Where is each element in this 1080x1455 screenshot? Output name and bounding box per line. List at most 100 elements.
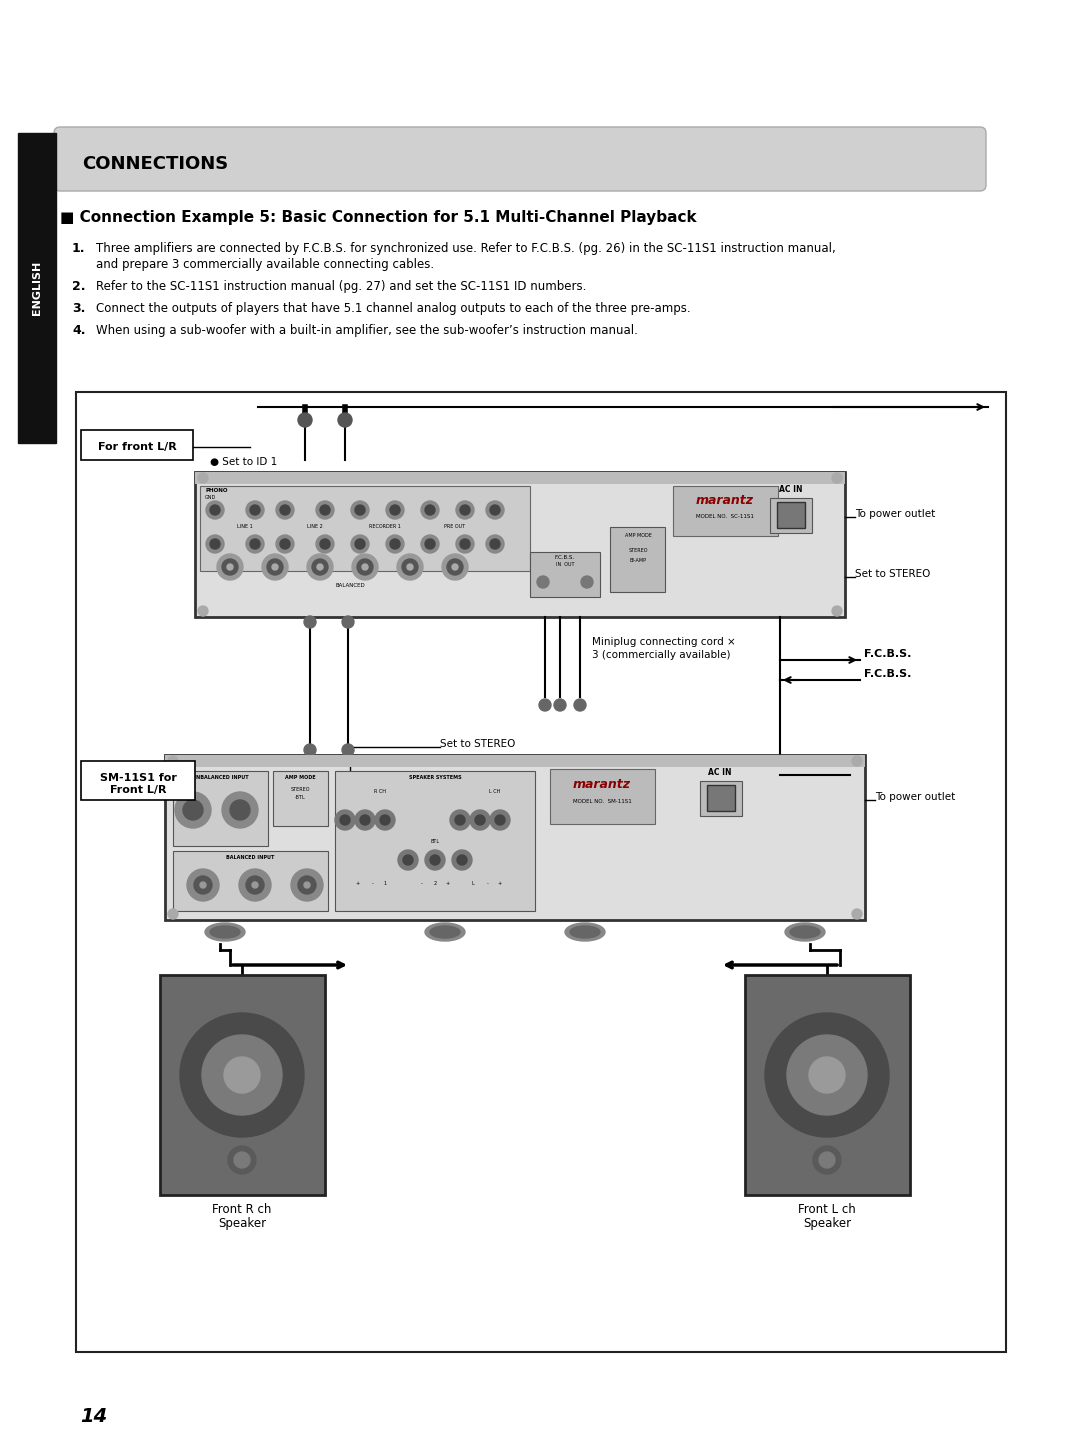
Circle shape xyxy=(267,559,283,575)
Text: +: + xyxy=(356,880,360,886)
Circle shape xyxy=(426,505,435,515)
Circle shape xyxy=(298,413,312,426)
Circle shape xyxy=(276,535,294,553)
Bar xyxy=(777,502,805,528)
Text: L: L xyxy=(472,880,474,886)
Circle shape xyxy=(386,535,404,553)
Circle shape xyxy=(407,565,413,570)
Circle shape xyxy=(342,615,354,629)
Text: Front R ch: Front R ch xyxy=(213,1203,272,1216)
Circle shape xyxy=(320,505,330,515)
Text: 3.: 3. xyxy=(72,303,85,314)
Circle shape xyxy=(390,538,400,549)
Bar xyxy=(173,771,268,845)
Circle shape xyxy=(495,815,505,825)
Text: SM-11S1 for: SM-11S1 for xyxy=(99,773,176,783)
Circle shape xyxy=(490,505,500,515)
Ellipse shape xyxy=(785,922,825,941)
Text: AC IN: AC IN xyxy=(708,768,732,777)
Circle shape xyxy=(227,565,233,570)
Circle shape xyxy=(316,501,334,519)
Circle shape xyxy=(852,757,862,765)
Circle shape xyxy=(490,538,500,549)
Circle shape xyxy=(198,473,208,483)
Circle shape xyxy=(180,1013,303,1136)
Circle shape xyxy=(450,810,470,829)
Text: GND: GND xyxy=(205,495,216,501)
Circle shape xyxy=(357,559,373,575)
Text: -: - xyxy=(421,880,423,886)
Circle shape xyxy=(228,1147,256,1174)
Text: 3 (commercially available): 3 (commercially available) xyxy=(592,650,730,661)
Ellipse shape xyxy=(430,925,460,938)
Circle shape xyxy=(375,810,395,829)
Text: BALANCED INPUT: BALANCED INPUT xyxy=(226,856,274,860)
Text: AMP MODE: AMP MODE xyxy=(285,776,315,780)
Circle shape xyxy=(852,909,862,920)
Circle shape xyxy=(351,501,369,519)
Circle shape xyxy=(340,815,350,825)
Text: ● Set to ID 1: ● Set to ID 1 xyxy=(210,457,278,467)
Circle shape xyxy=(456,535,474,553)
Bar xyxy=(173,851,328,911)
Ellipse shape xyxy=(205,922,245,941)
Circle shape xyxy=(210,538,220,549)
Circle shape xyxy=(280,505,291,515)
Bar xyxy=(200,486,530,570)
Text: STEREO: STEREO xyxy=(291,787,310,792)
Circle shape xyxy=(421,535,438,553)
Text: F.C.B.S.: F.C.B.S. xyxy=(555,554,575,560)
Text: +: + xyxy=(498,880,502,886)
Circle shape xyxy=(276,501,294,519)
Text: BTL: BTL xyxy=(431,840,440,844)
Text: LINE 1: LINE 1 xyxy=(238,524,253,530)
Text: R CH: R CH xyxy=(374,789,386,794)
Circle shape xyxy=(456,501,474,519)
Circle shape xyxy=(187,869,219,901)
Text: L CH: L CH xyxy=(489,789,501,794)
Circle shape xyxy=(403,856,413,866)
Text: BALANCED: BALANCED xyxy=(335,583,365,588)
Circle shape xyxy=(352,554,378,581)
Circle shape xyxy=(175,792,211,828)
Text: IN  OUT: IN OUT xyxy=(556,562,575,567)
Text: STEREO: STEREO xyxy=(629,549,648,553)
Circle shape xyxy=(335,810,355,829)
FancyBboxPatch shape xyxy=(54,127,986,191)
Circle shape xyxy=(224,1056,260,1093)
Circle shape xyxy=(217,554,243,581)
Circle shape xyxy=(475,815,485,825)
Circle shape xyxy=(447,559,463,575)
Circle shape xyxy=(355,505,365,515)
Bar xyxy=(530,551,600,597)
Text: 2.: 2. xyxy=(72,279,85,292)
Text: Front L ch: Front L ch xyxy=(798,1203,855,1216)
Circle shape xyxy=(183,800,203,821)
Circle shape xyxy=(338,413,352,426)
Text: When using a sub-woofer with a built-in amplifier, see the sub-woofer’s instruct: When using a sub-woofer with a built-in … xyxy=(96,324,638,338)
Circle shape xyxy=(360,815,370,825)
Text: PHONO: PHONO xyxy=(205,487,228,493)
Circle shape xyxy=(222,559,238,575)
Text: Speaker: Speaker xyxy=(802,1216,851,1229)
Circle shape xyxy=(200,882,206,888)
Circle shape xyxy=(342,744,354,757)
Circle shape xyxy=(537,576,549,588)
Circle shape xyxy=(312,559,328,575)
Text: Three amplifiers are connected by F.C.B.S. for synchronized use. Refer to F.C.B.: Three amplifiers are connected by F.C.B.… xyxy=(96,242,836,255)
Circle shape xyxy=(303,744,316,757)
Text: ■ Connection Example 5: Basic Connection for 5.1 Multi-Channel Playback: ■ Connection Example 5: Basic Connection… xyxy=(60,210,697,226)
Circle shape xyxy=(460,538,470,549)
Circle shape xyxy=(291,869,323,901)
Bar xyxy=(745,975,910,1195)
Text: RECORDER 1: RECORDER 1 xyxy=(369,524,401,530)
Circle shape xyxy=(457,856,467,866)
Text: -: - xyxy=(487,880,489,886)
Text: MODEL NO.  SC-11S1: MODEL NO. SC-11S1 xyxy=(697,514,754,519)
Text: MODEL NO.  SM-11S1: MODEL NO. SM-11S1 xyxy=(572,799,632,805)
Text: Speaker: Speaker xyxy=(218,1216,266,1229)
Circle shape xyxy=(399,850,418,870)
Circle shape xyxy=(280,538,291,549)
Bar xyxy=(610,527,665,592)
Text: -: - xyxy=(373,880,374,886)
